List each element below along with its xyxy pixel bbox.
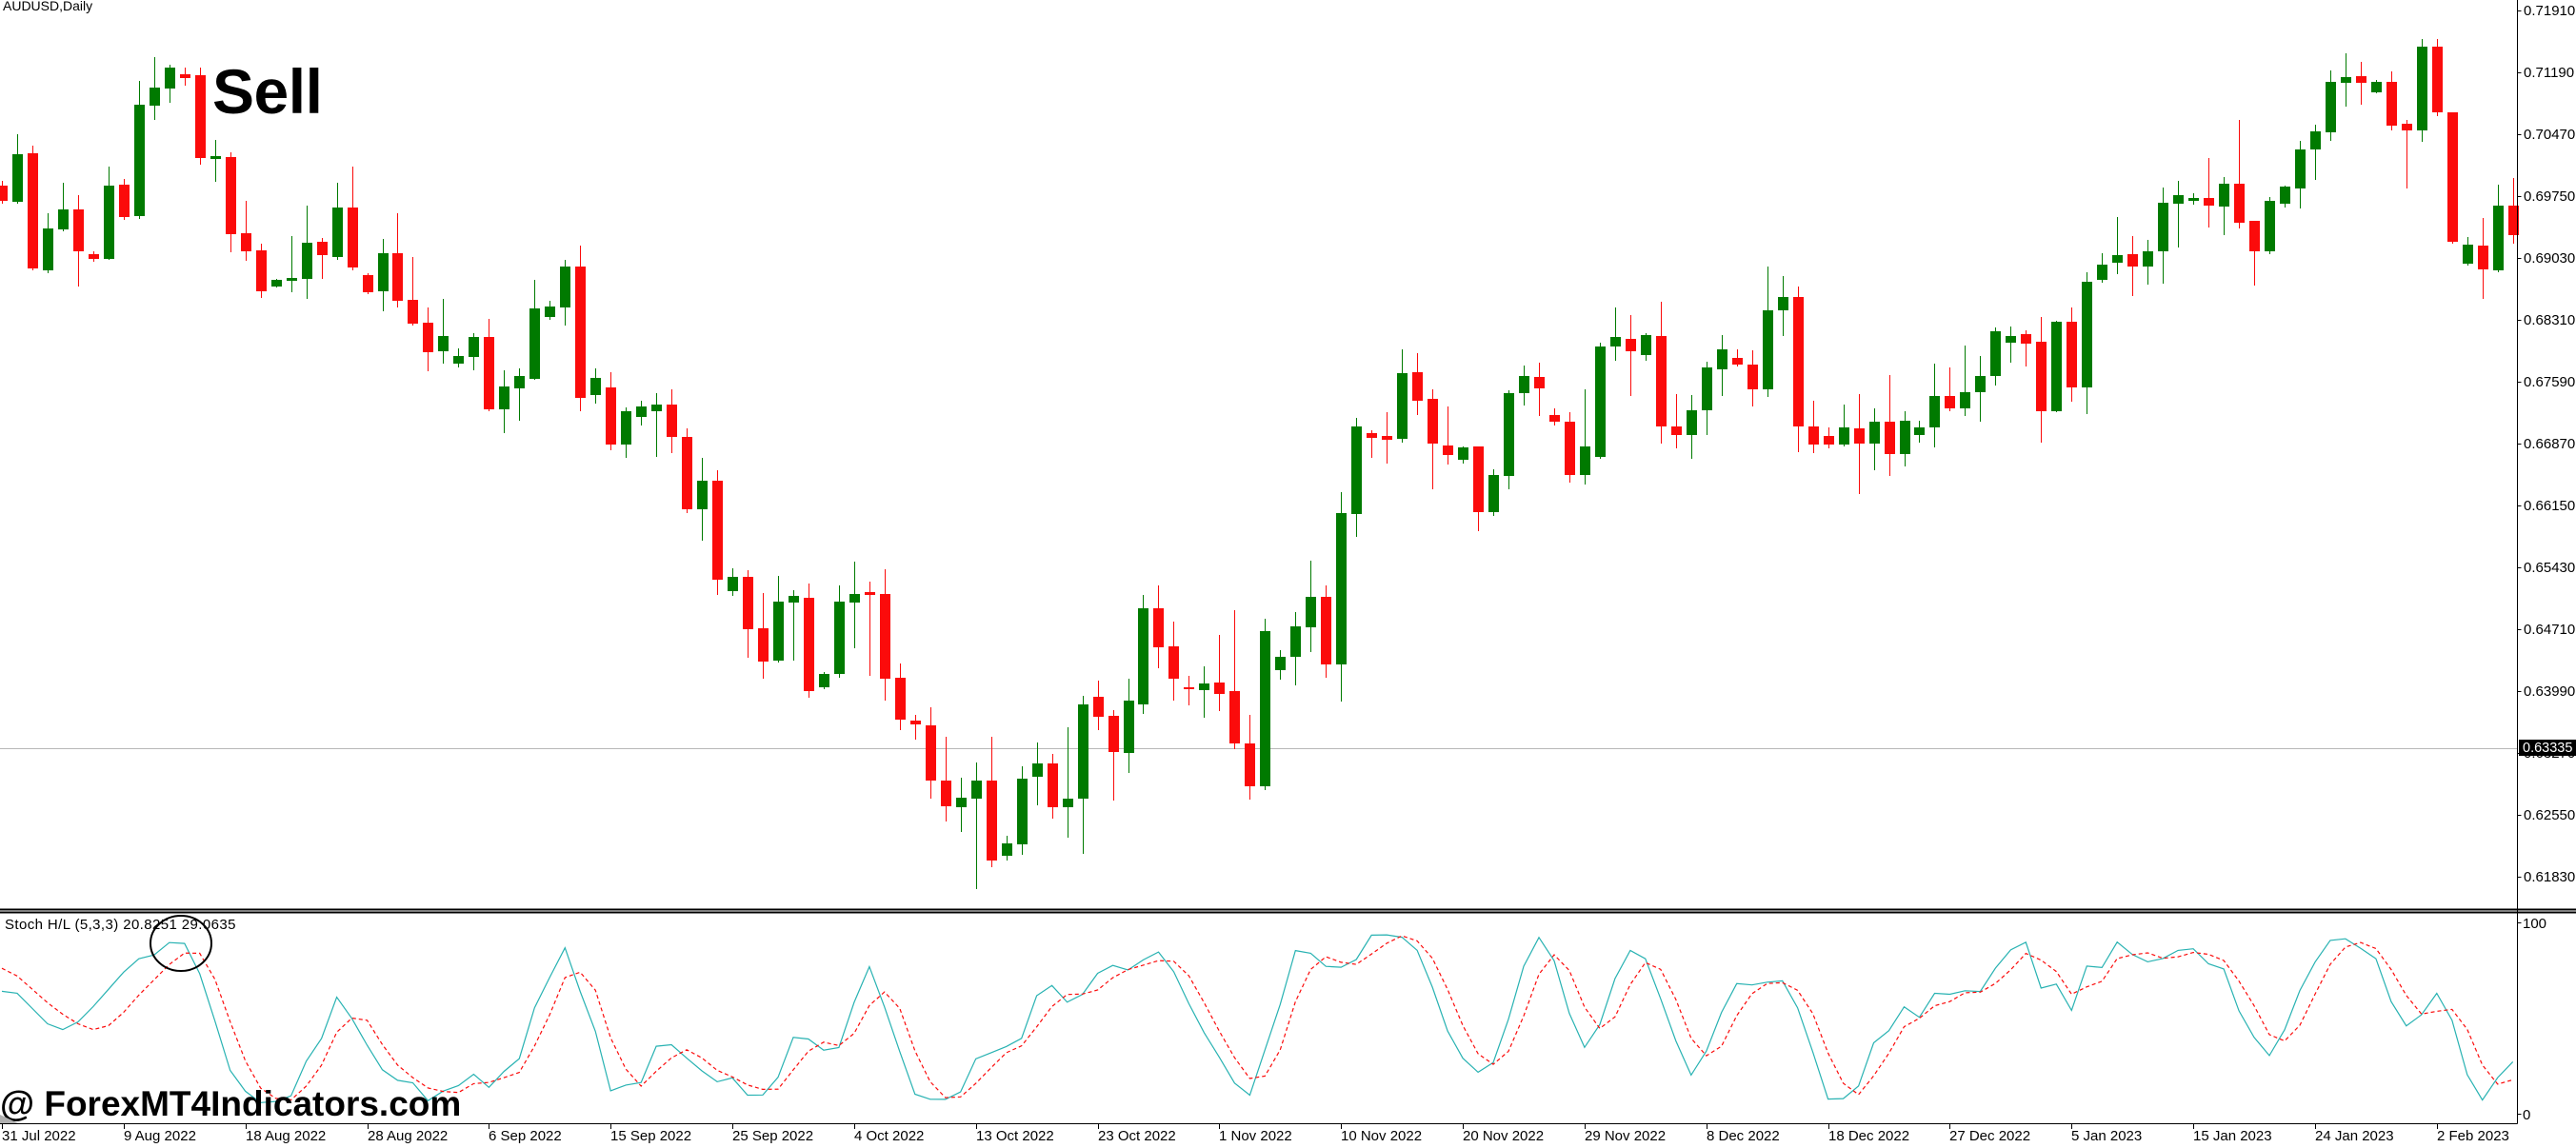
svg-text:0.65430: 0.65430 xyxy=(2524,560,2575,576)
svg-text:0.66870: 0.66870 xyxy=(2524,436,2575,452)
svg-text:28 Aug 2022: 28 Aug 2022 xyxy=(368,1128,448,1143)
svg-text:5 Jan 2023: 5 Jan 2023 xyxy=(2071,1128,2142,1143)
svg-text:0: 0 xyxy=(2523,1107,2530,1123)
svg-text:0.66150: 0.66150 xyxy=(2524,498,2575,514)
svg-text:2 Feb 2023: 2 Feb 2023 xyxy=(2437,1128,2509,1143)
svg-text:10 Nov 2022: 10 Nov 2022 xyxy=(1341,1128,1422,1143)
svg-text:0.63335: 0.63335 xyxy=(2523,741,2572,756)
svg-text:23 Oct 2022: 23 Oct 2022 xyxy=(1098,1128,1176,1143)
svg-text:0.69030: 0.69030 xyxy=(2524,250,2575,267)
svg-text:9 Aug 2022: 9 Aug 2022 xyxy=(124,1128,196,1143)
svg-text:0.68310: 0.68310 xyxy=(2524,312,2575,328)
svg-text:18 Aug 2022: 18 Aug 2022 xyxy=(246,1128,326,1143)
svg-text:100: 100 xyxy=(2523,916,2546,932)
svg-text:0.67590: 0.67590 xyxy=(2524,374,2575,390)
svg-text:6 Sep 2022: 6 Sep 2022 xyxy=(489,1128,562,1143)
svg-text:0.64710: 0.64710 xyxy=(2524,622,2575,638)
svg-text:1 Nov 2022: 1 Nov 2022 xyxy=(1219,1128,1292,1143)
svg-text:13 Oct 2022: 13 Oct 2022 xyxy=(976,1128,1054,1143)
svg-text:8 Dec 2022: 8 Dec 2022 xyxy=(1707,1128,1780,1143)
svg-text:15 Sep 2022: 15 Sep 2022 xyxy=(610,1128,691,1143)
svg-text:20 Nov 2022: 20 Nov 2022 xyxy=(1463,1128,1544,1143)
svg-text:31 Jul 2022: 31 Jul 2022 xyxy=(2,1128,76,1143)
svg-text:0.62550: 0.62550 xyxy=(2524,807,2575,823)
svg-text:0.70470: 0.70470 xyxy=(2524,127,2575,143)
svg-text:@ ForexMT4Indicators.com: @ ForexMT4Indicators.com xyxy=(0,1084,461,1123)
svg-text:29 Nov 2022: 29 Nov 2022 xyxy=(1585,1128,1666,1143)
svg-text:4 Oct 2022: 4 Oct 2022 xyxy=(854,1128,924,1143)
svg-text:15 Jan 2023: 15 Jan 2023 xyxy=(2193,1128,2272,1143)
svg-text:AUDUSD,Daily: AUDUSD,Daily xyxy=(3,0,92,13)
svg-text:27 Dec 2022: 27 Dec 2022 xyxy=(1949,1128,2030,1143)
svg-text:0.69750: 0.69750 xyxy=(2524,188,2575,205)
svg-text:0.71910: 0.71910 xyxy=(2524,3,2575,19)
svg-text:24 Jan 2023: 24 Jan 2023 xyxy=(2315,1128,2394,1143)
svg-text:0.63990: 0.63990 xyxy=(2524,683,2575,700)
svg-text:18 Dec 2022: 18 Dec 2022 xyxy=(1828,1128,1909,1143)
svg-text:0.61830: 0.61830 xyxy=(2524,869,2575,885)
svg-text:Sell: Sell xyxy=(212,56,322,127)
svg-text:25 Sep 2022: 25 Sep 2022 xyxy=(732,1128,813,1143)
svg-text:Stoch H/L (5,3,3) 20.8251 29.0: Stoch H/L (5,3,3) 20.8251 29.0635 xyxy=(5,917,236,933)
svg-text:0.71190: 0.71190 xyxy=(2524,65,2574,81)
